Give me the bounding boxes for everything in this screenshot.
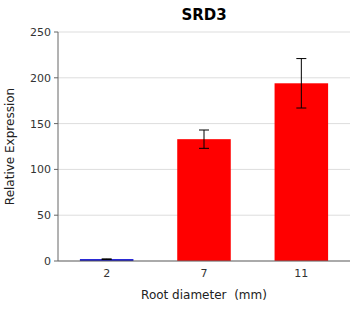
y-tick-label: 0 <box>44 255 51 268</box>
y-axis: 0 50 100 150 200 250 <box>30 26 350 268</box>
x-tick-label: 7 <box>201 267 208 280</box>
bars <box>80 59 328 261</box>
y-tick <box>54 77 58 78</box>
error-cap <box>102 258 112 259</box>
title: SRD3 <box>181 6 226 24</box>
y-tick-label: 150 <box>30 118 51 131</box>
y-tick <box>54 261 58 262</box>
y-tick-label: 50 <box>37 209 51 222</box>
error-bar <box>296 59 306 108</box>
chart-container: 0 50 100 150 200 250 2 7 11 SRD3 Root diameter (mm… <box>0 0 362 309</box>
error-bar <box>199 130 209 148</box>
axes <box>58 32 350 261</box>
error-bar <box>102 258 112 260</box>
error-stem <box>204 130 205 148</box>
grid-line <box>58 77 350 78</box>
x-axis: 2 7 11 <box>103 267 308 280</box>
x-axis-line <box>58 261 350 262</box>
error-cap <box>296 58 306 59</box>
grid-line <box>58 32 350 33</box>
y-tick-label: 250 <box>30 26 51 39</box>
y-tick <box>54 215 58 216</box>
y-tick <box>54 169 58 170</box>
error-cap <box>199 148 209 149</box>
y-axis-label: Relative Expression <box>3 88 17 205</box>
bar <box>177 139 231 261</box>
x-axis-label: Root diameter (mm) <box>141 288 267 302</box>
grid-line <box>58 261 350 262</box>
chart-svg: 0 50 100 150 200 250 2 7 11 SRD3 Root diameter (mm… <box>0 0 362 309</box>
y-axis-line <box>58 32 59 261</box>
y-tick <box>54 123 58 124</box>
x-tick-label: 2 <box>103 267 110 280</box>
y-tick-label: 100 <box>30 163 51 176</box>
error-stem <box>301 59 302 108</box>
x-tick-label: 11 <box>294 267 308 280</box>
y-tick-label: 200 <box>30 72 51 85</box>
error-cap <box>102 259 112 260</box>
y-tick <box>54 32 58 33</box>
bar <box>275 83 329 261</box>
error-cap <box>296 108 306 109</box>
error-cap <box>199 130 209 131</box>
